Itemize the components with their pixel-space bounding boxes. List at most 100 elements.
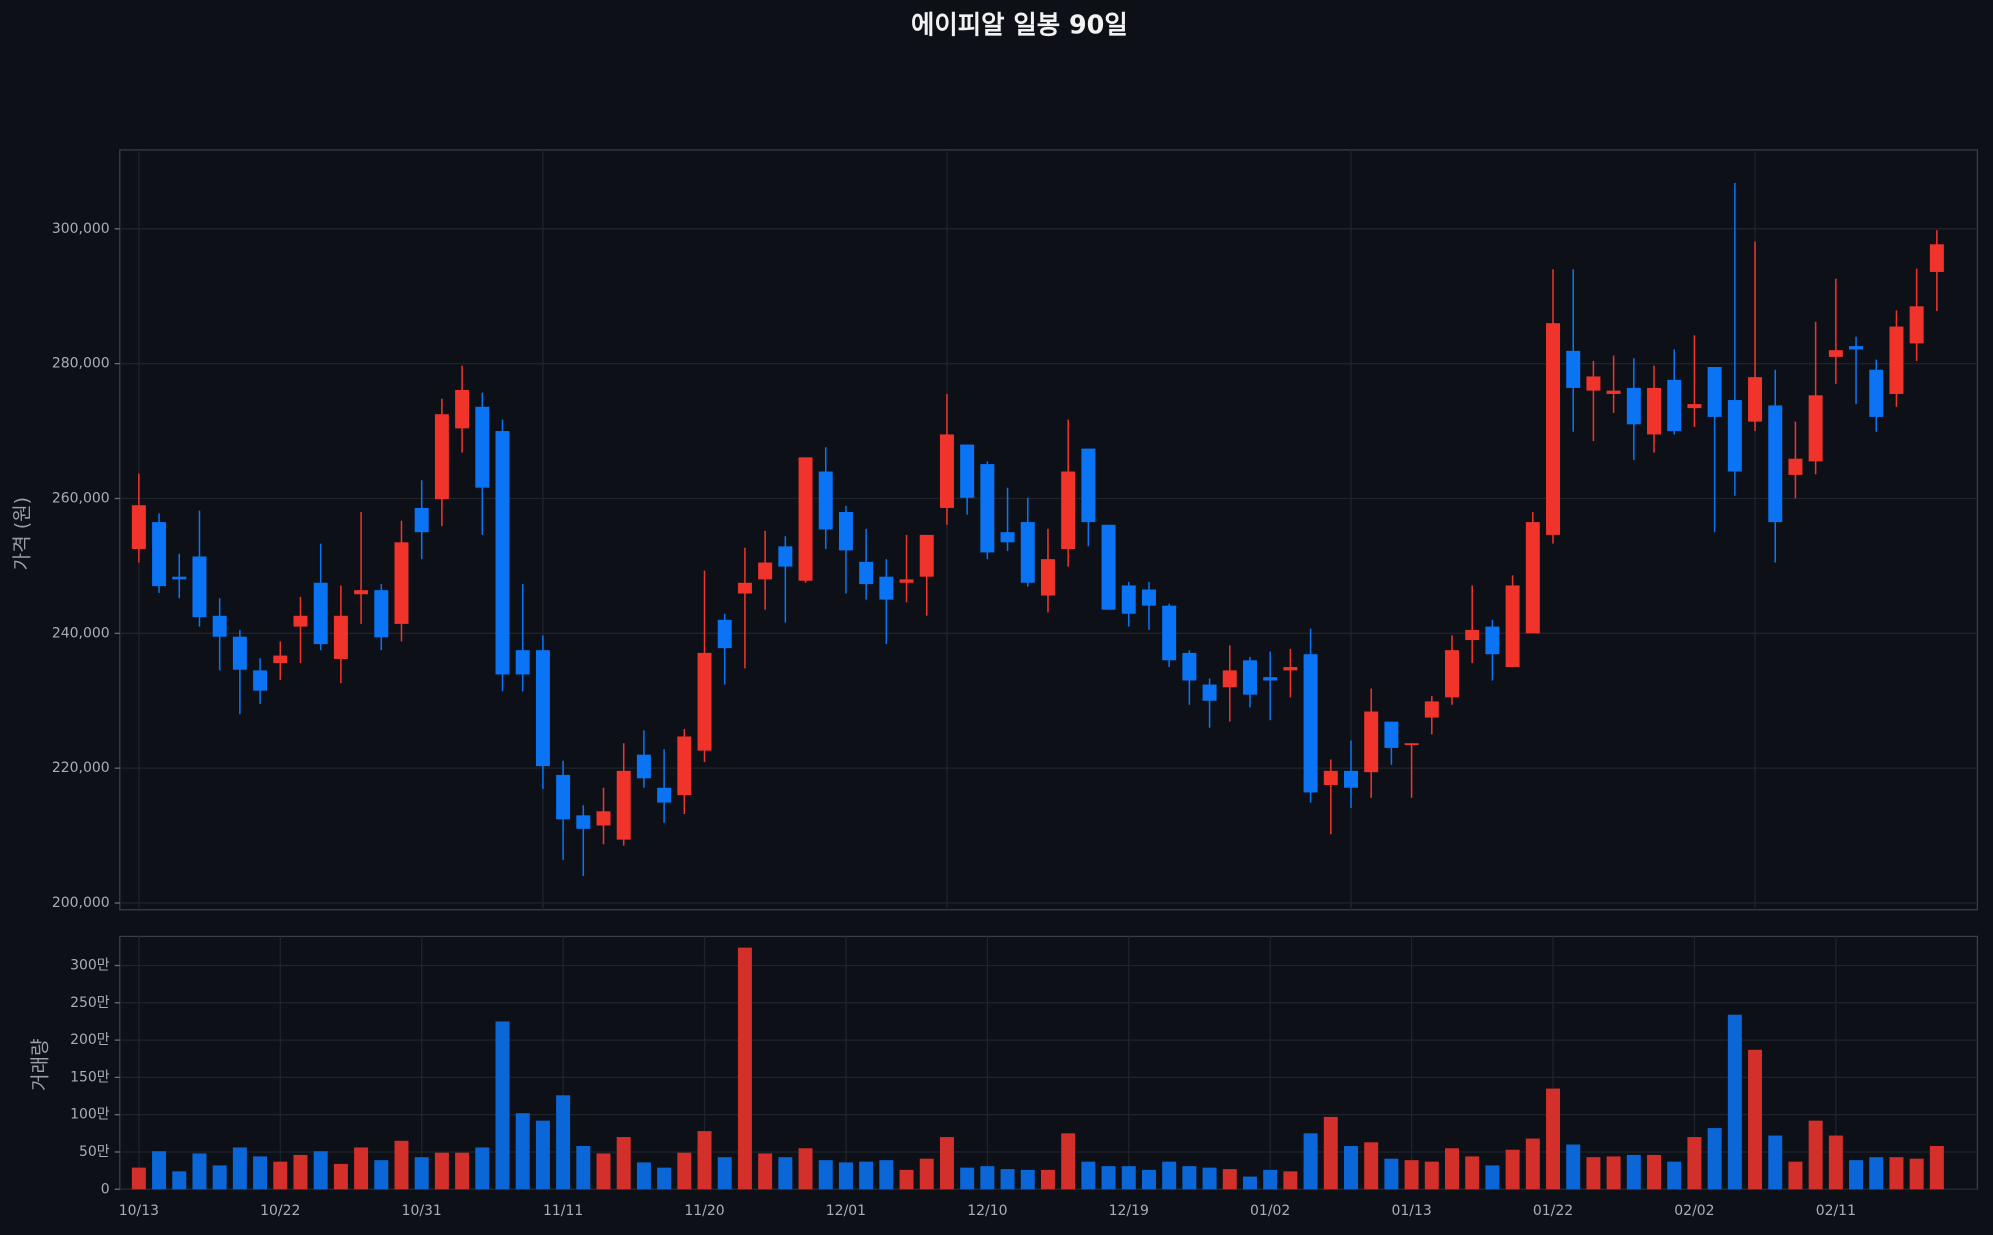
candle-body <box>1505 585 1520 668</box>
candle-body <box>859 561 874 585</box>
volume-bar <box>1445 1148 1459 1190</box>
x-tick-label: 01/02 <box>1250 1203 1290 1219</box>
y-axis-label: 거래량 <box>30 1038 52 1091</box>
volume-bar <box>616 1137 631 1190</box>
volume-bar <box>1424 1161 1439 1190</box>
volume-bar <box>1606 1156 1621 1190</box>
y-tick-label: 260,000 <box>52 490 110 506</box>
candle-body <box>980 464 995 553</box>
volume-bar <box>475 1147 490 1190</box>
candle-body <box>192 556 207 618</box>
candle-body <box>394 542 409 624</box>
candle-body <box>717 619 732 649</box>
volume-bar <box>1101 1166 1116 1190</box>
y-axis-label: 가격 (원) <box>12 497 34 571</box>
candle-body <box>737 582 752 594</box>
candle-body <box>212 615 227 637</box>
volume-bar <box>657 1167 672 1190</box>
volume-bar <box>1222 1169 1237 1190</box>
candle-body <box>1141 589 1156 606</box>
x-tick-label: 02/11 <box>1816 1203 1856 1219</box>
candle-body <box>354 590 369 595</box>
volume-bar <box>1768 1135 1783 1190</box>
volume-bar <box>333 1163 348 1190</box>
volume-bar <box>515 1113 530 1190</box>
volume-bar <box>212 1165 227 1190</box>
y-tick-label: 300,000 <box>52 221 110 237</box>
volume-bar <box>1687 1137 1702 1190</box>
candle-body <box>1222 670 1237 688</box>
volume-bar <box>1727 1014 1742 1190</box>
volume-bar <box>1909 1158 1924 1190</box>
candle-body <box>495 431 510 675</box>
price-panel <box>119 149 1979 911</box>
candle-body <box>657 787 672 803</box>
candle-body <box>1445 650 1459 698</box>
volume-bar <box>1667 1161 1682 1190</box>
candle-body <box>253 670 268 691</box>
volume-bar <box>778 1157 793 1190</box>
y-tick-label: 200,000 <box>52 895 110 911</box>
candle-body <box>596 811 611 826</box>
volume-bar <box>1505 1149 1520 1190</box>
candle-body <box>131 505 146 550</box>
volume-bar <box>131 1167 146 1190</box>
candle-body <box>919 534 934 577</box>
volume-bar <box>1202 1167 1217 1190</box>
volume-bar <box>1000 1169 1015 1190</box>
candle-body <box>697 652 712 751</box>
x-tick-label: 01/13 <box>1391 1203 1431 1219</box>
y-tick-label: 280,000 <box>52 356 110 372</box>
candle-body <box>1424 701 1439 718</box>
candle-body <box>1101 524 1116 610</box>
candle-body <box>1344 770 1358 788</box>
volume-bar <box>354 1147 369 1190</box>
volume-bar <box>1182 1166 1197 1190</box>
candle-body <box>1263 677 1278 681</box>
candle-body <box>838 511 853 551</box>
volume-bar <box>152 1151 167 1190</box>
candle-body <box>1384 721 1399 748</box>
candle-body <box>1242 660 1257 695</box>
volume-bar <box>818 1160 833 1190</box>
volume-bar <box>394 1140 409 1190</box>
candle-body <box>1202 684 1217 701</box>
x-tick-label: 12/10 <box>967 1203 1007 1219</box>
volume-bar <box>232 1147 247 1190</box>
volume-bar <box>1546 1088 1561 1190</box>
candle-body <box>899 579 914 583</box>
candle-body <box>798 457 813 581</box>
volume-bar <box>758 1153 773 1190</box>
candle-body <box>960 444 975 498</box>
candle-body <box>1121 585 1136 614</box>
candle-body <box>636 754 651 779</box>
candle-body <box>1586 376 1601 391</box>
volume-bar <box>1788 1161 1803 1190</box>
candle-body <box>374 590 389 638</box>
volume-bar <box>636 1162 651 1190</box>
volume-bar <box>677 1152 692 1190</box>
candle-body <box>1000 532 1015 543</box>
candle-body <box>1182 652 1197 681</box>
y-tick-label: 250만 <box>70 995 110 1011</box>
candle-body <box>1081 448 1096 523</box>
candle-body <box>758 562 773 580</box>
x-tick-label: 02/02 <box>1674 1203 1714 1219</box>
volume-bar <box>374 1160 389 1190</box>
candle-body <box>1768 405 1783 523</box>
volume-bar <box>1323 1116 1338 1190</box>
candle-body <box>232 636 247 670</box>
candle-body <box>818 471 833 530</box>
volume-bar <box>1586 1157 1601 1190</box>
volume-bar <box>939 1137 954 1190</box>
candle-body <box>434 414 449 500</box>
volume-bar <box>1242 1176 1257 1190</box>
volume-bar <box>1020 1169 1035 1190</box>
volume-bar <box>596 1153 611 1190</box>
volume-bar <box>717 1157 732 1190</box>
volume-bar <box>434 1152 449 1190</box>
candle-body <box>333 615 348 659</box>
volume-bar <box>556 1095 571 1190</box>
candle-body <box>1727 400 1742 472</box>
y-tick-label: 50만 <box>79 1144 110 1160</box>
